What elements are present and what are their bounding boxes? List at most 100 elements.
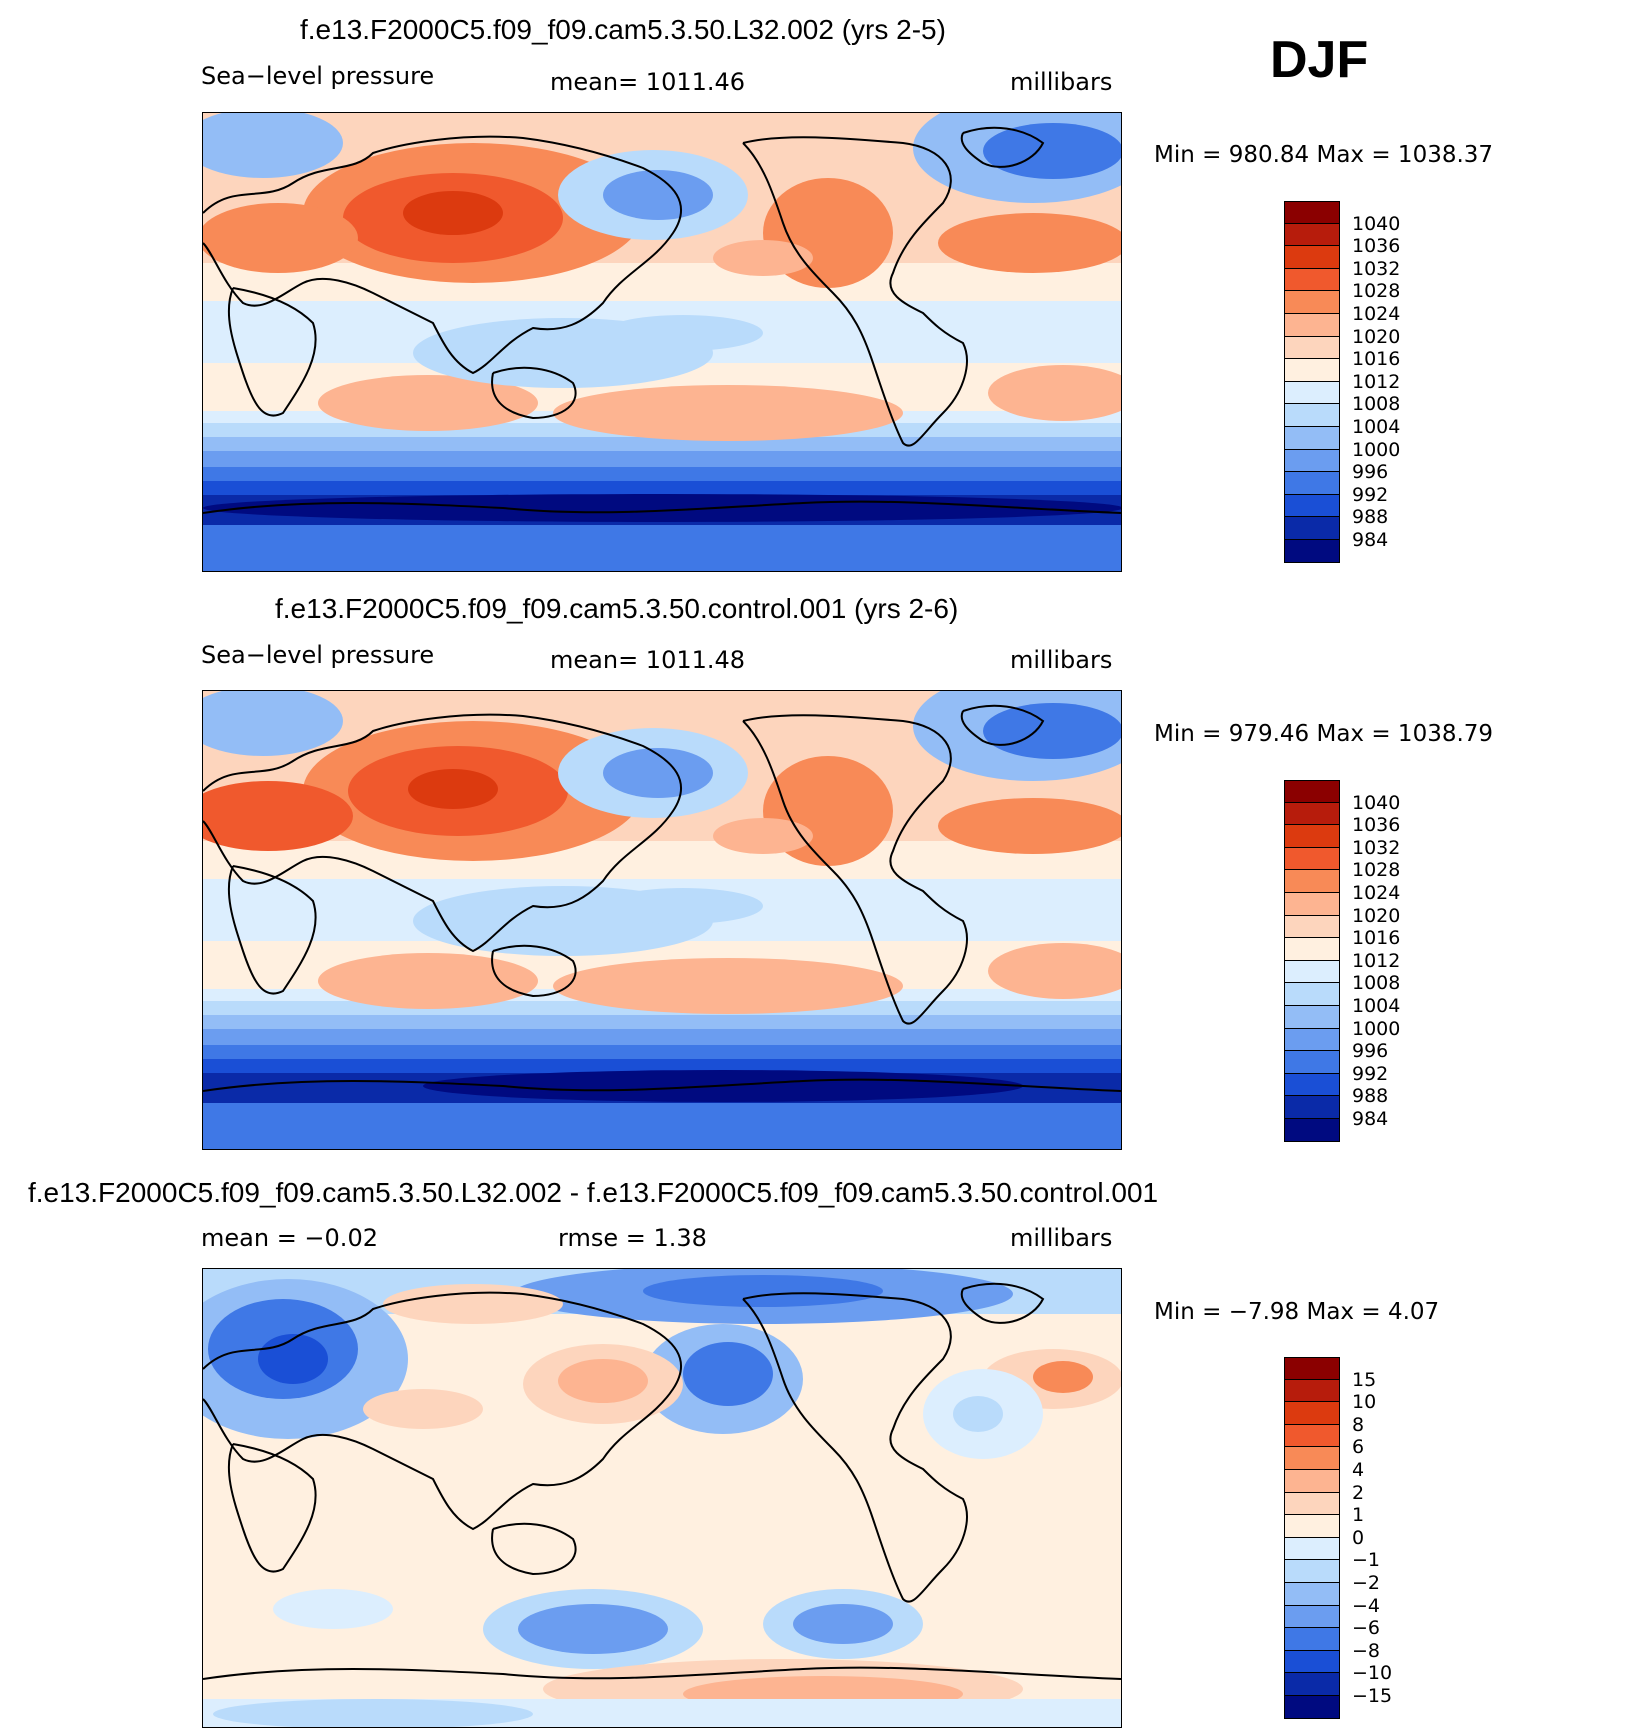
colorbar-box (1284, 893, 1340, 916)
colorbar-box (1284, 1447, 1340, 1470)
colorbar-tick-label: 1020 (1352, 325, 1401, 348)
colorbar-tick-label: 1032 (1352, 836, 1401, 859)
colorbar-tick-label: 1 (1352, 1504, 1365, 1527)
panel-1-title: f.e13.F2000C5.f09_f09.cam5.3.50.L32.002 … (300, 14, 946, 45)
colorbar-tick-label: 984 (1352, 529, 1389, 551)
colorbar-tick-label: 1028 (1352, 280, 1401, 303)
colorbar-frame (1284, 780, 1340, 1142)
colorbar-box (1284, 1402, 1340, 1425)
colorbar-box (1284, 825, 1340, 848)
colorbar-tick-label: 988 (1352, 506, 1389, 529)
colorbar-box (1284, 870, 1340, 893)
panel-2-minmax-label: Min = 979.46 Max = 1038.79 (1154, 721, 1494, 747)
colorbar-box (1284, 983, 1340, 1006)
colorbar-tick-label: 1004 (1352, 416, 1401, 438)
colorbar-tick-label: 984 (1352, 1108, 1389, 1130)
colorbar-tick-label: −4 (1352, 1594, 1381, 1617)
colorbar-box (1284, 1073, 1340, 1097)
colorbar-tick-label: 1000 (1352, 438, 1401, 461)
colorbar-box (1284, 1424, 1340, 1448)
colorbar-box (1284, 1470, 1340, 1493)
colorbar-tick-label: −15 (1352, 1685, 1393, 1707)
season-label: DJF (1270, 31, 1369, 89)
colorbar-tick-label: −6 (1352, 1617, 1381, 1640)
panel-2-mean-label: mean= 1011.48 (550, 646, 746, 674)
colorbar-box (1284, 246, 1340, 269)
colorbar-box (1284, 1583, 1340, 1606)
colorbar-box (1284, 1096, 1340, 1119)
panel-2-title: f.e13.F2000C5.f09_f09.cam5.3.50.control.… (275, 593, 959, 624)
colorbar-box (1284, 1537, 1340, 1561)
panel-3-mean-label: mean = −0.02 (201, 1224, 378, 1252)
colorbar-box (1284, 1515, 1340, 1538)
colorbar-tick-label: 1036 (1352, 235, 1401, 258)
colorbar-box (1284, 1650, 1340, 1674)
panel-1-units-label: millibars (1010, 68, 1113, 96)
colorbar-box (1284, 291, 1340, 314)
colorbar-tick-label: 992 (1352, 483, 1389, 506)
colorbar-box (1284, 201, 1340, 224)
colorbar-tick-label: 4 (1352, 1459, 1365, 1481)
panel-1-map (202, 112, 1122, 572)
colorbar-tick-label: 1040 (1352, 791, 1401, 814)
panel-1-variable-label: Sea−level pressure (201, 62, 435, 90)
colorbar-box (1284, 381, 1340, 405)
panel-3-map (202, 1268, 1122, 1728)
colorbar-box (1284, 1628, 1340, 1651)
panel-3-title: f.e13.F2000C5.f09_f09.cam5.3.50.L32.002 … (28, 1177, 1159, 1208)
colorbar-tick-label: −1 (1352, 1549, 1381, 1572)
colorbar-box (1284, 1051, 1340, 1074)
colorbar-box (1284, 404, 1340, 427)
colorbar-box (1284, 472, 1340, 495)
panel-3-rmse-label: rmse = 1.38 (558, 1224, 707, 1252)
colorbar-tick-label: −8 (1352, 1639, 1381, 1662)
colorbar-tick-label: 1000 (1352, 1017, 1401, 1040)
panel-2-units-label: millibars (1010, 646, 1113, 674)
colorbar-box (1284, 1560, 1340, 1583)
colorbar-box (1284, 1379, 1340, 1403)
colorbar-tick-label: 1024 (1352, 882, 1401, 904)
colorbar-tick-label: 0 (1352, 1526, 1365, 1549)
colorbar-box (1284, 314, 1340, 337)
colorbar-tick-label: 1028 (1352, 859, 1401, 882)
panel-1-map-svg (203, 113, 1121, 571)
colorbar-tick-label: 1008 (1352, 393, 1401, 416)
colorbar-box (1284, 336, 1340, 360)
colorbar-tick-label: 1036 (1352, 814, 1401, 837)
colorbar-box (1284, 1357, 1340, 1380)
colorbar-box (1284, 915, 1340, 939)
colorbar-box (1284, 517, 1340, 540)
colorbar-box (1284, 268, 1340, 292)
colorbar-tick-label: −10 (1352, 1662, 1393, 1685)
colorbar-tick-label: 1032 (1352, 257, 1401, 280)
panel-1-minmax-label: Min = 980.84 Max = 1038.37 (1154, 142, 1494, 168)
colorbar-box (1284, 802, 1340, 826)
colorbar-tick-label: 1012 (1352, 949, 1401, 972)
colorbar-box (1284, 427, 1340, 450)
colorbar-box (1284, 780, 1340, 803)
colorbar-box (1284, 494, 1340, 518)
colorbar-tick-label: 1024 (1352, 303, 1401, 325)
panel-2-map-svg (203, 691, 1121, 1149)
colorbar-tick-label: 992 (1352, 1062, 1389, 1085)
colorbar-tick-label: 1016 (1352, 927, 1401, 950)
panel-1-mean-label: mean= 1011.46 (550, 68, 746, 96)
colorbar-box (1284, 1492, 1340, 1516)
colorbar-tick-label: 1016 (1352, 348, 1401, 371)
colorbar-frame (1284, 1357, 1340, 1719)
colorbar-frame (1284, 201, 1340, 563)
colorbar-tick-label: 2 (1352, 1481, 1365, 1504)
colorbar-box (1284, 449, 1340, 473)
panel-3-minmax-label: Min = −7.98 Max = 4.07 (1154, 1299, 1440, 1325)
colorbar-tick-label: 6 (1352, 1436, 1365, 1459)
colorbar-tick-label: 996 (1352, 1040, 1389, 1063)
panel-2-variable-label: Sea−level pressure (201, 641, 435, 669)
colorbar-tick-label: 1004 (1352, 995, 1401, 1017)
colorbar-tick-label: 1008 (1352, 972, 1401, 995)
colorbar-box (1284, 938, 1340, 961)
colorbar-tick-label: 996 (1352, 461, 1389, 484)
colorbar-box (1284, 1673, 1340, 1696)
colorbar-tick-label: 8 (1352, 1413, 1365, 1436)
colorbar-box (1284, 1028, 1340, 1052)
colorbar-box (1284, 223, 1340, 247)
